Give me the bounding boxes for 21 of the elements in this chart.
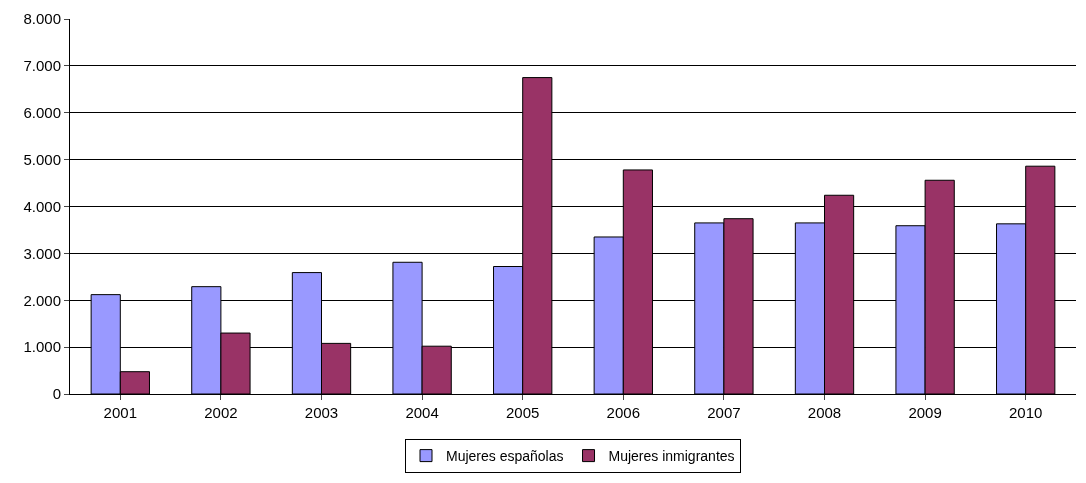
legend-label: Mujeres españolas — [446, 448, 564, 465]
y-tick-label: 3.000 — [23, 244, 61, 262]
x-tick-label: 2008 — [807, 404, 842, 421]
x-tick-label: 2001 — [103, 404, 137, 421]
x-tick-label: 2009 — [908, 404, 942, 421]
y-tick-label: 4.000 — [23, 197, 61, 215]
x-tick-label: 2003 — [304, 404, 339, 421]
x-tick-label: 2004 — [405, 404, 439, 421]
y-tick-label: 0 — [52, 385, 61, 403]
x-tick-label: 2002 — [204, 404, 238, 421]
x-tick-label: 2006 — [606, 404, 640, 421]
y-tick-label: 7.000 — [23, 57, 61, 75]
y-tick-label: 5.000 — [23, 150, 61, 168]
x-tick-label: 2005 — [506, 404, 540, 421]
legend-label: Mujeres inmigrantes — [608, 448, 735, 465]
x-tick-label: 2007 — [707, 404, 741, 421]
y-tick-label: 6.000 — [23, 104, 61, 121]
y-tick-label: 1.000 — [23, 338, 61, 356]
x-tick-label: 2010 — [1009, 404, 1043, 421]
y-tick-label: 2.000 — [23, 291, 61, 309]
y-tick-label: 8.000 — [23, 10, 61, 28]
